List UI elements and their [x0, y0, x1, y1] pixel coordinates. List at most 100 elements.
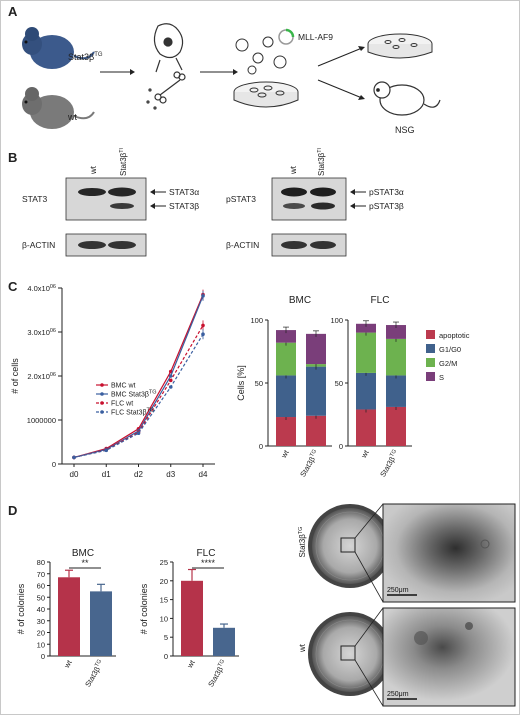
- legend-label: FLC wt: [111, 401, 133, 408]
- x-tick-label: Stat3βTG: [83, 659, 106, 689]
- y-tick-label: 0: [52, 460, 56, 469]
- x-tick-label: wt: [185, 658, 198, 671]
- mouse-tg-label: Stat3βTG: [68, 52, 103, 62]
- virus-icon: [235, 36, 287, 75]
- legend-swatch: [426, 344, 435, 353]
- colony-dish-icon: [367, 33, 433, 59]
- x-tick-label: wt: [359, 448, 372, 461]
- chart-title: BMC: [72, 548, 94, 559]
- legend-marker: [100, 392, 104, 396]
- legend-marker: [100, 401, 104, 405]
- bar: [181, 580, 203, 656]
- group-title: FLC: [371, 295, 390, 306]
- right-actin-blot: [271, 233, 347, 257]
- bar: [213, 627, 235, 656]
- bar: [58, 577, 80, 656]
- y-tick-label: 60: [37, 582, 45, 591]
- mouse-tg-icon: [22, 27, 95, 69]
- y-tick-label: 15: [160, 596, 168, 605]
- bar-segment: [386, 338, 406, 376]
- bmc-colony-chart: BMC 0 10 20 30 40 50 60 70 80 # of colonies wt Stat3…: [16, 548, 116, 689]
- x-tick-label: d3: [166, 470, 175, 479]
- legend-swatch: [426, 372, 435, 381]
- y-tick-label: 50: [335, 379, 343, 388]
- y-axis-label: # of colonies: [139, 583, 149, 634]
- right-arrow1-label: pSTAT3α: [369, 187, 404, 197]
- mouse-wt-icon: [22, 87, 95, 129]
- bar-segment: [356, 372, 376, 410]
- right-lane-wt: wt: [289, 165, 298, 175]
- y-tick-label: 0: [339, 442, 343, 451]
- left-arrow2-label: STAT3β: [169, 201, 199, 211]
- y-tick-label: 40: [37, 605, 45, 614]
- bar: [90, 591, 112, 656]
- legend-marker: [100, 410, 104, 414]
- y-tick-label: 0: [259, 442, 263, 451]
- y-tick-label: 1000000: [27, 416, 56, 425]
- panel-a-schematic: Stat3βTG wt MLL-AF9: [22, 23, 441, 135]
- bar-segment: [356, 323, 376, 333]
- y-tick-label: 100: [330, 316, 343, 325]
- left-arrow1-label: STAT3α: [169, 187, 199, 197]
- data-point: [104, 448, 109, 453]
- x-tick-label: d0: [70, 470, 79, 479]
- y-tick-label: 2.0x1006: [27, 372, 56, 381]
- significance-label: **: [81, 558, 89, 568]
- left-row1-label: STAT3: [22, 194, 47, 204]
- bar-segment: [356, 332, 376, 373]
- y-tick-label: 100: [250, 316, 263, 325]
- series-line: [73, 333, 204, 458]
- left-row2-label: β-ACTIN: [22, 240, 55, 250]
- y-axis-label: # of colonies: [16, 583, 26, 634]
- right-row1-label: pSTAT3: [226, 194, 256, 204]
- embryo-icon: [153, 23, 184, 73]
- data-point: [136, 431, 141, 435]
- culture-dish-icon: [233, 81, 299, 108]
- y-tick-label: 10: [160, 614, 168, 623]
- cell-cycle-stacked-chart: BMC 0 50 100 wt Stat3βTG FLC 0 50 100 wt Stat3βTG Ce…: [236, 295, 470, 479]
- legend-label: apoptotic: [439, 331, 470, 340]
- y-tick-label: 5: [164, 633, 168, 642]
- data-point: [168, 385, 173, 389]
- x-tick-label: wt: [62, 658, 75, 671]
- legend-label: BMC Stat3βTG: [111, 390, 157, 399]
- y-axis-label: # of cells: [10, 358, 20, 394]
- y-tick-label: 50: [37, 593, 45, 602]
- x-tick-label: d4: [199, 470, 208, 479]
- left-lane-tg: Stat3βTG: [119, 148, 128, 176]
- legend-label: S: [439, 373, 444, 382]
- scale-bar-2-label: 250μm: [387, 691, 409, 698]
- left-stat3-blot: [65, 177, 147, 221]
- bar-segment: [386, 375, 406, 407]
- bar-segment: [306, 415, 326, 446]
- data-point: [168, 378, 173, 383]
- scale-bar-1-label: 250μm: [387, 587, 409, 594]
- dish-wt-image: [308, 612, 392, 696]
- legend-swatch: [426, 358, 435, 367]
- zoom-wt-image: [382, 607, 516, 707]
- bone-icon: [146, 71, 186, 110]
- y-tick-label: 20: [160, 577, 168, 586]
- x-tick-label: Stat3βTG: [298, 449, 321, 479]
- zoom-tg-image: [382, 503, 516, 603]
- data-point: [72, 455, 76, 460]
- bar-segment: [386, 325, 406, 339]
- recipient-label: NSG: [395, 125, 415, 135]
- right-arrow2-label: pSTAT3β: [369, 201, 404, 211]
- panel-b-blots: wt Stat3βTG STAT3 β-ACTIN STAT3α STAT3β …: [22, 148, 404, 257]
- image-row2-label: wt: [298, 643, 307, 653]
- right-lane-tg: Stat3βTG: [317, 148, 326, 176]
- growth-line-chart: 0 1000000 2.0x1006 3.0x1006 4.0x1006 d0 d1 d2 d3…: [10, 284, 215, 479]
- y-tick-label: 25: [160, 558, 168, 567]
- recipient-mouse-icon: [373, 81, 441, 116]
- legend-swatch: [426, 330, 435, 339]
- y-tick-label: 4.0x1006: [27, 284, 56, 293]
- y-axis-label: Cells [%]: [236, 365, 246, 401]
- bar-segment: [276, 375, 296, 418]
- legend-label: FLC Stat3βTG: [111, 408, 154, 417]
- panel-letter-b: B: [8, 150, 18, 165]
- right-pstat3-blot: [271, 177, 347, 221]
- y-tick-label: 3.0x1006: [27, 328, 56, 337]
- panel-letter-a: A: [8, 4, 18, 19]
- significance-label: ****: [201, 558, 216, 568]
